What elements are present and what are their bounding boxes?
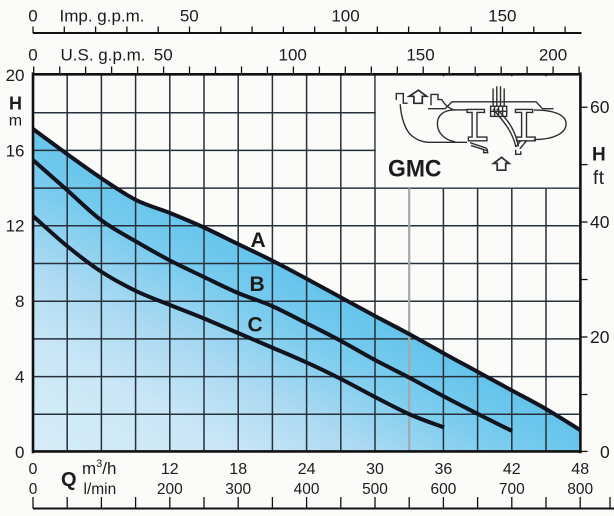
svg-text:500: 500 (362, 481, 388, 498)
svg-text:200: 200 (539, 46, 567, 65)
svg-text:l/min: l/min (84, 481, 117, 498)
svg-text:A: A (251, 229, 266, 252)
svg-text:150: 150 (406, 46, 434, 65)
svg-text:100: 100 (331, 6, 359, 25)
svg-text:C: C (248, 314, 263, 337)
svg-text:GMC: GMC (388, 155, 442, 182)
svg-text:ft: ft (593, 168, 605, 189)
svg-text:0: 0 (15, 443, 24, 462)
svg-text:12: 12 (6, 217, 25, 236)
svg-text:0: 0 (29, 481, 38, 498)
svg-text:0: 0 (29, 461, 38, 478)
svg-text:24: 24 (298, 461, 316, 478)
svg-text:36: 36 (435, 461, 453, 478)
svg-text:m: m (9, 113, 22, 130)
svg-text:0: 0 (600, 442, 610, 462)
svg-text:H: H (9, 94, 22, 114)
svg-text:20: 20 (590, 327, 610, 347)
svg-text:B: B (250, 273, 265, 296)
svg-text:600: 600 (430, 481, 456, 498)
svg-text:m3/h: m3/h (82, 458, 116, 478)
svg-text:18: 18 (229, 461, 247, 478)
svg-text:400: 400 (294, 481, 320, 498)
svg-text:150: 150 (488, 6, 516, 25)
svg-text:U.S. g.p.m.: U.S. g.p.m. (61, 46, 146, 65)
svg-text:H: H (592, 145, 606, 166)
svg-text:4: 4 (15, 368, 24, 387)
svg-text:200: 200 (157, 481, 183, 498)
svg-text:700: 700 (499, 481, 525, 498)
svg-text:50: 50 (180, 6, 199, 25)
svg-text:800: 800 (567, 481, 593, 498)
svg-text:Q: Q (61, 469, 77, 491)
svg-text:50: 50 (154, 46, 173, 65)
svg-text:300: 300 (225, 481, 251, 498)
svg-text:30: 30 (366, 461, 384, 478)
svg-text:100: 100 (279, 46, 307, 65)
svg-text:20: 20 (6, 66, 25, 85)
svg-text:0: 0 (28, 6, 37, 25)
svg-text:0: 0 (28, 46, 37, 65)
svg-text:60: 60 (590, 97, 610, 117)
svg-text:42: 42 (503, 461, 521, 478)
svg-text:40: 40 (590, 212, 610, 232)
svg-text:8: 8 (15, 292, 24, 311)
svg-text:48: 48 (571, 461, 589, 478)
svg-text:Imp. g.p.m.: Imp. g.p.m. (60, 6, 145, 25)
svg-text:12: 12 (161, 461, 179, 478)
svg-text:16: 16 (6, 141, 25, 160)
